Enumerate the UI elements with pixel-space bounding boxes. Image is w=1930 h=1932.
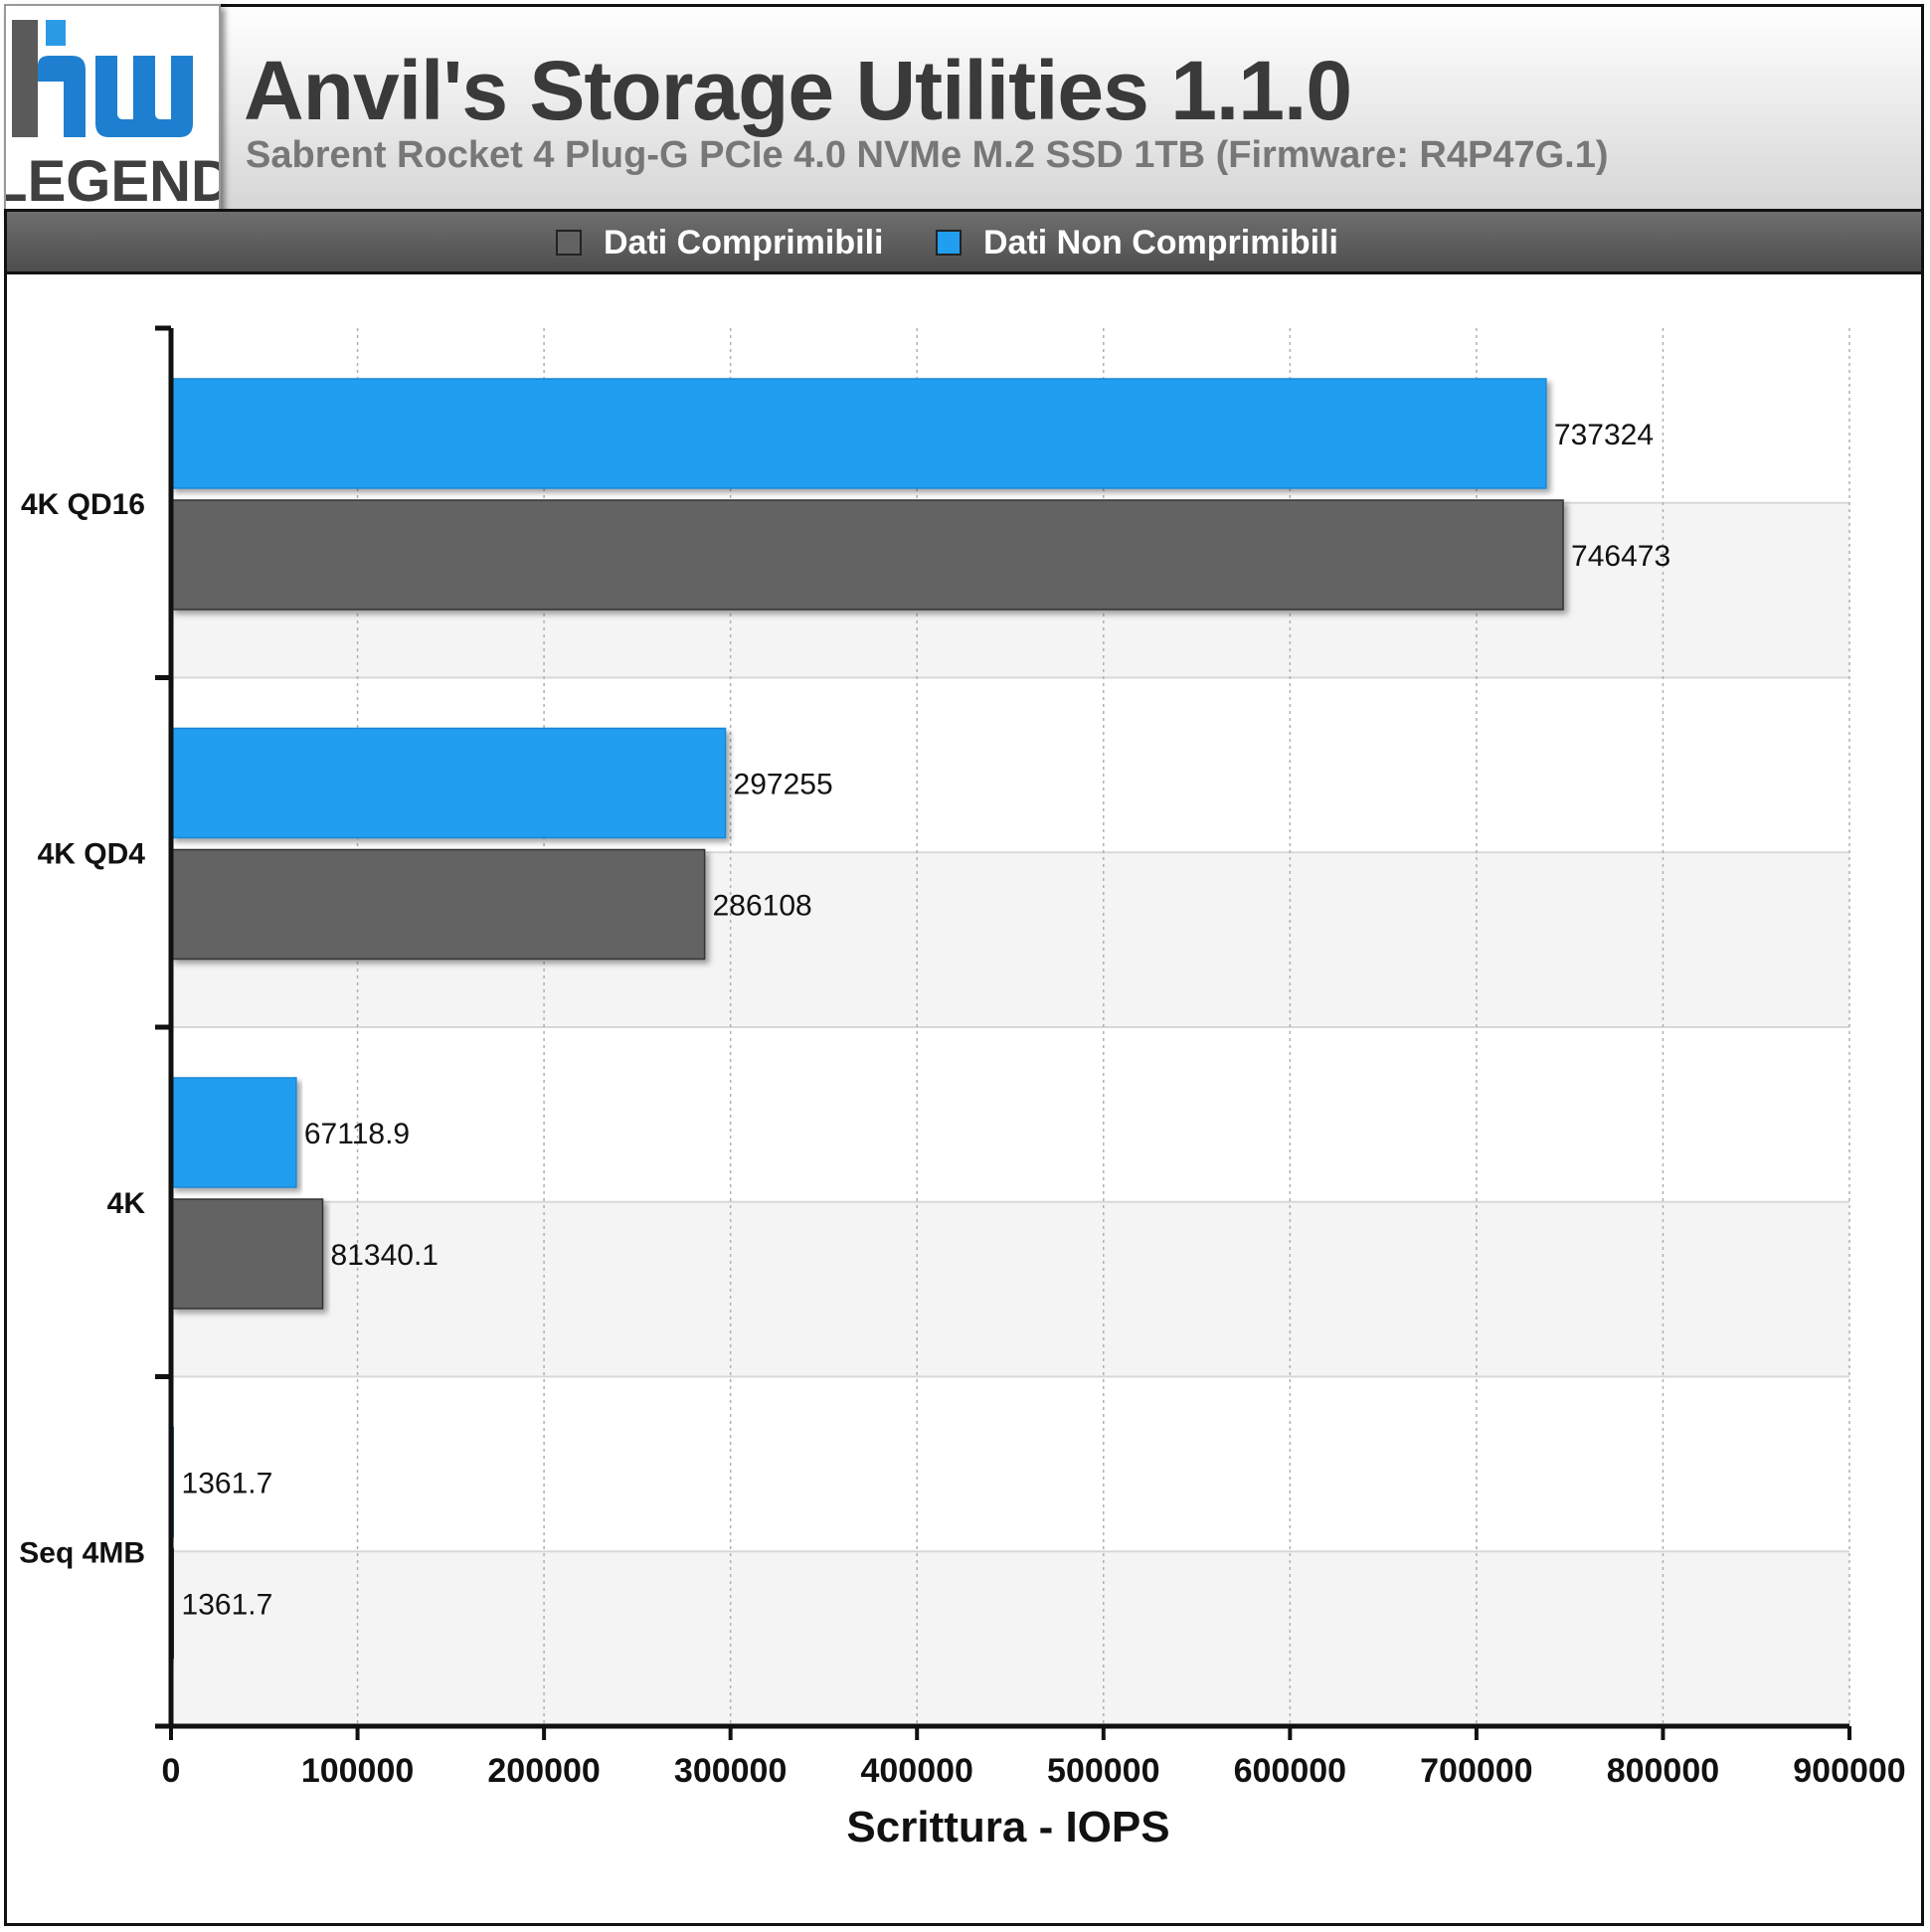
- chart-subtitle: Sabrent Rocket 4 Plug-G PCIe 4.0 NVMe M.…: [246, 134, 1609, 176]
- legend: Dati Comprimibili Dati Non Comprimibili: [4, 209, 1924, 274]
- legend-swatch-incompressible: [936, 230, 962, 256]
- legend-label-compressible: Dati Comprimibili: [604, 223, 884, 262]
- legend-item-compressible: Dati Comprimibili: [556, 223, 884, 262]
- hw-legend-logo: LEGEND: [0, 4, 233, 221]
- logo-text: LEGEND: [6, 149, 219, 214]
- legend-label-incompressible: Dati Non Comprimibili: [983, 223, 1338, 262]
- chart-frame: [4, 4, 1924, 1926]
- legend-item-incompressible: Dati Non Comprimibili: [936, 223, 1338, 262]
- legend-swatch-compressible: [556, 230, 582, 256]
- logo-icon: LEGEND: [0, 20, 233, 214]
- chart-title: Anvil's Storage Utilities 1.1.0: [244, 44, 1352, 137]
- chart-header: Anvil's Storage Utilities 1.1.0 Sabrent …: [4, 4, 1924, 213]
